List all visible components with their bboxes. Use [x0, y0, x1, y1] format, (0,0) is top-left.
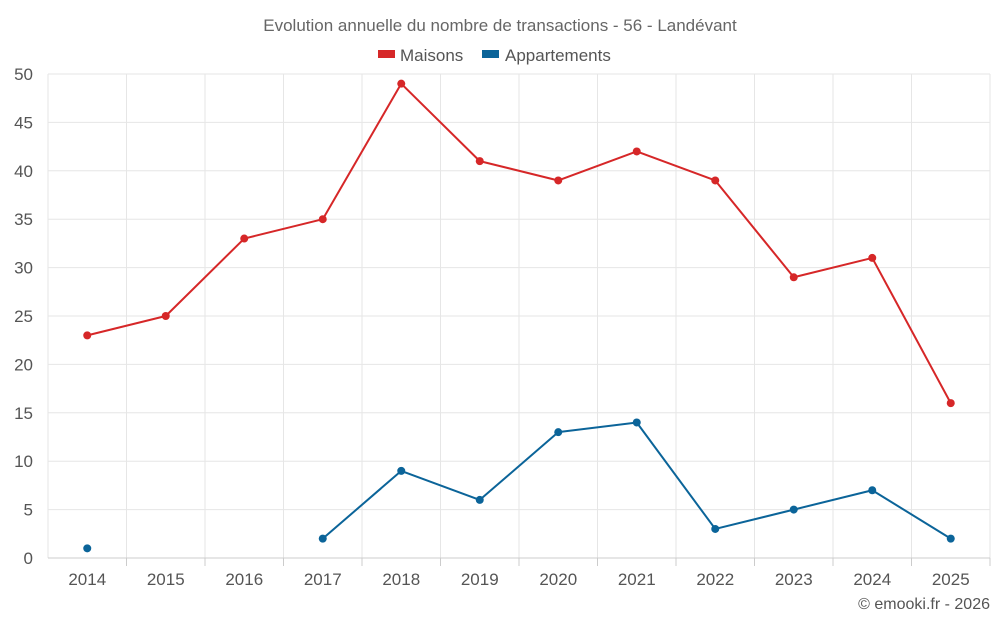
chart-title: Evolution annuelle du nombre de transact…	[263, 16, 737, 35]
y-tick-label: 45	[14, 113, 33, 132]
legend: Maisons Appartements	[378, 46, 611, 65]
x-tick-label: 2019	[461, 570, 499, 589]
x-tick-label: 2020	[539, 570, 577, 589]
x-tick-label: 2021	[618, 570, 656, 589]
y-axis: 0 5 10 15 20 25 30 35 40 45 50	[14, 65, 33, 568]
data-point-appartements[interactable]	[868, 486, 877, 495]
data-point-maisons[interactable]	[240, 234, 249, 243]
legend-swatch-maisons	[378, 50, 395, 58]
data-point-maisons[interactable]	[789, 273, 798, 282]
data-point-appartements[interactable]	[318, 534, 327, 543]
legend-label-appartements[interactable]: Appartements	[505, 46, 611, 65]
x-axis: 2014 2015 2016 2017 2018 2019 2020 2021 2022 2023…	[68, 558, 991, 589]
x-tick-label: 2014	[68, 570, 106, 589]
data-point-maisons[interactable]	[397, 79, 406, 88]
data-point-maisons[interactable]	[475, 157, 484, 166]
credit-text: © emooki.fr - 2026	[858, 596, 990, 613]
y-tick-label: 20	[14, 355, 33, 374]
y-tick-label: 35	[14, 210, 33, 229]
x-tick-label: 2024	[853, 570, 891, 589]
y-tick-label: 0	[24, 549, 33, 568]
legend-label-maisons[interactable]: Maisons	[400, 46, 463, 65]
y-tick-label: 10	[14, 452, 33, 471]
x-tick-label: 2023	[775, 570, 813, 589]
data-point-appartements[interactable]	[397, 466, 406, 475]
x-tick-label: 2017	[304, 570, 342, 589]
data-point-appartements[interactable]	[475, 495, 484, 504]
series-layer	[83, 79, 955, 553]
y-tick-label: 40	[14, 162, 33, 181]
x-tick-label: 2025	[932, 570, 970, 589]
data-point-maisons[interactable]	[868, 253, 877, 262]
data-point-appartements[interactable]	[946, 534, 955, 543]
data-point-appartements[interactable]	[632, 418, 641, 427]
data-point-maisons[interactable]	[83, 331, 92, 340]
x-tick-label: 2022	[696, 570, 734, 589]
data-point-appartements[interactable]	[711, 524, 720, 533]
y-tick-label: 25	[14, 307, 33, 326]
series-line-maisons	[87, 82, 952, 404]
y-tick-label: 30	[14, 259, 33, 278]
data-point-appartements[interactable]	[83, 544, 92, 553]
y-gridlines	[48, 73, 990, 511]
data-point-maisons[interactable]	[318, 215, 327, 224]
data-point-maisons[interactable]	[711, 176, 720, 185]
y-tick-label: 50	[14, 65, 33, 84]
data-point-maisons[interactable]	[161, 312, 170, 320]
data-point-appartements[interactable]	[789, 505, 798, 514]
y-tick-label: 15	[14, 404, 33, 423]
x-tick-label: 2018	[382, 570, 420, 589]
data-point-maisons[interactable]	[554, 176, 563, 185]
x-tick-label: 2015	[147, 570, 185, 589]
data-point-appartements[interactable]	[554, 428, 563, 437]
data-point-maisons[interactable]	[946, 399, 955, 408]
series-line-appartements	[322, 421, 952, 540]
y-tick-label: 5	[24, 501, 33, 520]
legend-swatch-appartements	[482, 50, 499, 58]
x-tick-label: 2016	[225, 570, 263, 589]
data-point-maisons[interactable]	[632, 147, 641, 156]
